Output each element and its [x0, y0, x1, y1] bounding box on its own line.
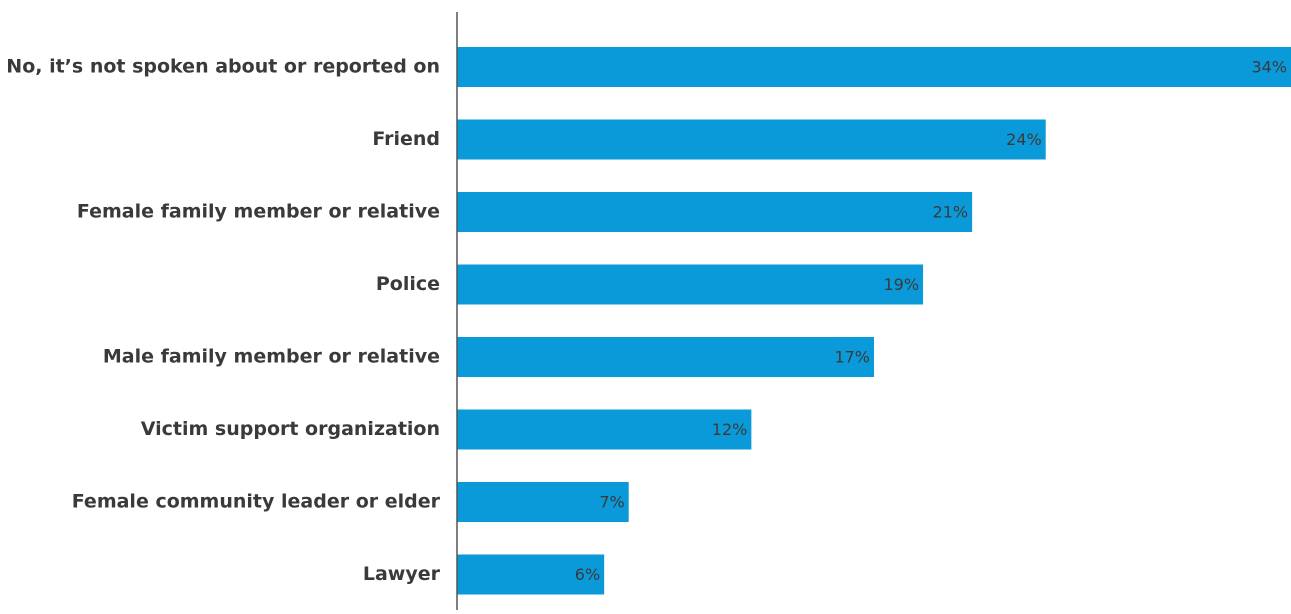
value-label: 34% — [1251, 58, 1287, 77]
value-label: 6% — [575, 565, 600, 584]
category-label: Friend — [372, 128, 440, 150]
category-label: Lawyer — [363, 563, 441, 585]
value-label: 19% — [883, 275, 919, 294]
category-label: Victim support organization — [141, 418, 440, 440]
category-label: Female community leader or elder — [72, 491, 441, 513]
bar — [457, 264, 924, 305]
bars-group — [457, 47, 1291, 595]
category-labels-group: No, it’s not spoken about or reported on… — [6, 56, 440, 586]
value-label: 24% — [1006, 130, 1042, 149]
value-label: 17% — [834, 348, 870, 367]
category-label: No, it’s not spoken about or reported on — [6, 56, 440, 78]
value-label: 21% — [933, 203, 969, 222]
category-label: Female family member or relative — [77, 201, 440, 223]
category-label: Police — [376, 273, 440, 295]
value-label: 12% — [712, 420, 748, 439]
bar — [457, 192, 973, 232]
value-label: 7% — [599, 493, 624, 512]
bar — [457, 482, 629, 522]
bar — [457, 554, 605, 595]
bar — [457, 47, 1291, 87]
bar — [457, 409, 752, 450]
value-labels-group: 34% 24% 21% 19% 17% 12% 7% 6% — [575, 58, 1287, 585]
category-label: Male family member or relative — [103, 346, 440, 368]
bar — [457, 337, 874, 377]
bar — [457, 119, 1046, 160]
